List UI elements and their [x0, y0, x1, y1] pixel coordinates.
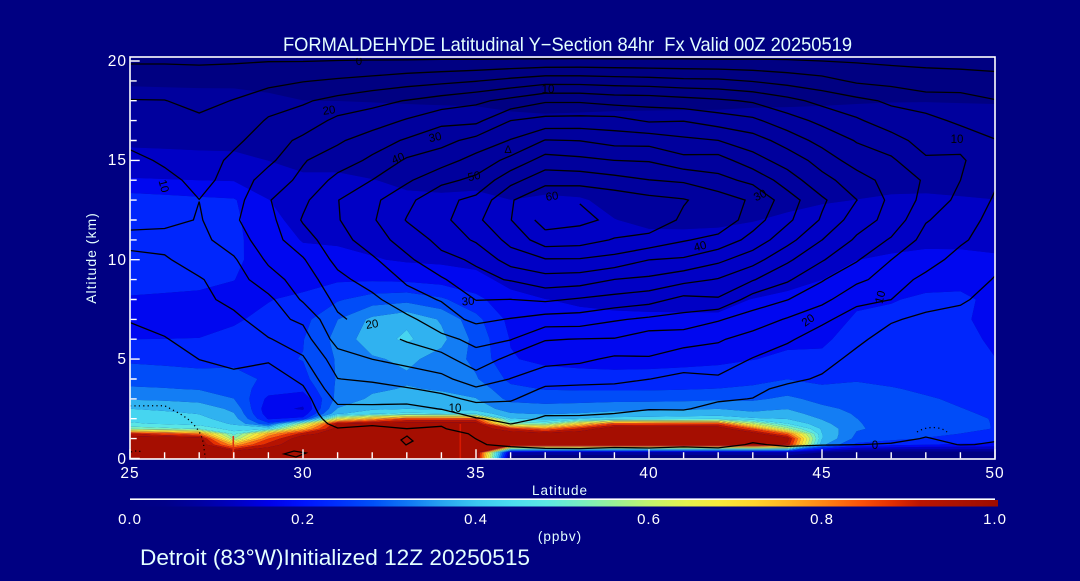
svg-text:20: 20	[322, 104, 336, 118]
svg-text:0.4: 0.4	[464, 511, 488, 528]
svg-text:0: 0	[356, 56, 362, 68]
svg-text:30: 30	[461, 295, 475, 308]
svg-text:20: 20	[108, 53, 127, 70]
svg-text:40: 40	[390, 151, 406, 167]
svg-text:0: 0	[872, 440, 878, 452]
svg-text:40: 40	[693, 240, 708, 255]
svg-text:30: 30	[752, 188, 769, 204]
svg-text:50: 50	[467, 170, 482, 184]
svg-text:10: 10	[542, 84, 555, 96]
svg-text:40: 40	[639, 465, 658, 482]
svg-text:15: 15	[108, 152, 127, 169]
svg-text:1.0: 1.0	[983, 511, 1007, 528]
svg-text:0.8: 0.8	[810, 511, 834, 528]
svg-text:0.0: 0.0	[118, 511, 142, 528]
svg-text:0.2: 0.2	[291, 511, 315, 528]
svg-text:25: 25	[120, 465, 139, 482]
svg-text:10: 10	[951, 134, 964, 146]
svg-text:10: 10	[449, 403, 462, 415]
svg-text:35: 35	[466, 465, 485, 482]
svg-text:45: 45	[812, 465, 831, 482]
svg-text:0: 0	[117, 451, 127, 468]
svg-text:20: 20	[365, 318, 380, 332]
svg-text:30: 30	[428, 131, 443, 145]
svg-text:0.6: 0.6	[637, 511, 661, 528]
svg-text:FORMALDEHYDE Latitudinal Y−Sec: FORMALDEHYDE Latitudinal Y−Section 84hr …	[283, 34, 852, 56]
svg-text:10: 10	[156, 179, 171, 194]
svg-text:Δ: Δ	[504, 144, 512, 156]
svg-text:50: 50	[985, 465, 1004, 482]
svg-text:(ppbv): (ppbv)	[538, 529, 582, 544]
svg-text:30: 30	[293, 465, 312, 482]
svg-text:10: 10	[108, 252, 127, 269]
svg-text:5: 5	[117, 351, 127, 368]
svg-text:Detroit (83°W)Initialized 12Z: Detroit (83°W)Initialized 12Z 20250515	[140, 545, 530, 570]
svg-text:Latitude: Latitude	[532, 483, 588, 498]
svg-text:10: 10	[874, 290, 889, 305]
svg-text:60: 60	[545, 190, 559, 204]
svg-text:Altitude (km): Altitude (km)	[83, 212, 99, 304]
